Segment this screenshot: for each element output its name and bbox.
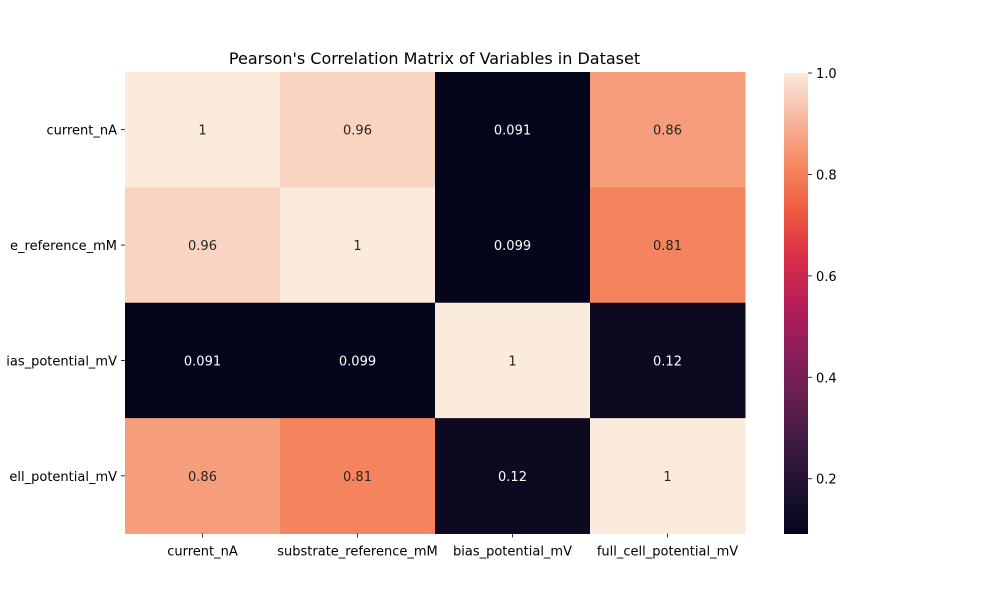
heatmap-cell-r2-c0 [125, 302, 281, 419]
cell-annotation-r1-c2: 0.099 [494, 239, 531, 254]
cell-annotation-r0-c2: 0.091 [494, 124, 531, 139]
colorbar-ticks: 0.2 0.4 0.6 0.8 1.0 [808, 67, 837, 488]
heatmap-cell-r0-c0 [125, 72, 281, 188]
heatmap-cell-r1-c1 [280, 187, 436, 304]
cell-annotation-r1-c3: 0.81 [653, 239, 682, 254]
cell-annotation-r3-c2: 0.12 [498, 470, 527, 485]
cell-annotation-r2-c0: 0.091 [184, 354, 221, 369]
y-tick-label-1: e_reference_mM [10, 239, 117, 254]
y-axis: current_nA e_reference_mM ias_potential_mV… [6, 124, 125, 485]
cell-annotation-r3-c1: 0.81 [343, 470, 372, 485]
cell-annotation-r2-c1: 0.099 [339, 354, 376, 369]
heatmap-cell-r1-c3 [590, 187, 746, 304]
cell-annotation-r0-c1: 0.96 [343, 124, 372, 139]
heatmap-cell-r0-c1 [280, 72, 436, 188]
colorbar-tick-label-4: 1.0 [816, 67, 837, 82]
heatmap-cells [125, 72, 746, 534]
y-tick-label-0: current_nA [46, 124, 117, 139]
cell-annotations: 1 0.96 0.091 0.86 0.96 1 0.099 0.81 0.091 0.099 1 0… [184, 124, 682, 485]
cell-annotation-r2-c3: 0.12 [653, 354, 682, 369]
heatmap-cell-r1-c2 [435, 187, 591, 304]
heatmap-cell-r0-c3 [590, 72, 746, 188]
cell-annotation-r1-c1: 1 [353, 239, 361, 254]
cell-annotation-r3-c3: 1 [663, 470, 671, 485]
x-tick-label-1: substrate_reference_mM [277, 545, 438, 560]
colorbar-gradient [784, 73, 808, 534]
colorbar-tick-label-3: 0.8 [816, 168, 837, 183]
y-tick-label-3: ell_potential_mV [9, 470, 117, 485]
heatmap-cell-r3-c1 [280, 418, 436, 534]
heatmap-cell-r0-c2 [435, 72, 591, 188]
x-axis: current_nA substrate_reference_mM bias_pot… [167, 533, 738, 560]
heatmap-cell-r3-c2 [435, 418, 591, 534]
colorbar-tick-label-2: 0.6 [816, 270, 837, 285]
colorbar-tick-label-1: 0.4 [816, 371, 837, 386]
colorbar: 0.2 0.4 0.6 0.8 1.0 [784, 67, 837, 534]
y-tick-label-2: ias_potential_mV [6, 354, 117, 369]
cell-annotation-r3-c0: 0.86 [188, 470, 217, 485]
cell-annotation-r2-c2: 1 [508, 354, 516, 369]
x-tick-label-3: full_cell_potential_mV [597, 545, 738, 560]
heatmap-cell-r2-c3 [590, 302, 746, 419]
heatmap-cell-r3-c0 [125, 418, 281, 534]
heatmap-cell-r2-c1 [280, 302, 436, 419]
x-tick-label-2: bias_potential_mV [453, 545, 572, 560]
heatmap-cell-r2-c2 [435, 302, 591, 419]
chart-title: Pearson's Correlation Matrix of Variable… [229, 49, 640, 68]
cell-annotation-r0-c0: 1 [198, 124, 206, 139]
x-tick-label-0: current_nA [167, 545, 238, 560]
cell-annotation-r1-c0: 0.96 [188, 239, 217, 254]
heatmap-cell-r1-c0 [125, 187, 281, 304]
heatmap-cell-r3-c3 [590, 418, 746, 534]
cell-annotation-r0-c3: 0.86 [653, 124, 682, 139]
colorbar-tick-label-0: 0.2 [816, 473, 837, 488]
